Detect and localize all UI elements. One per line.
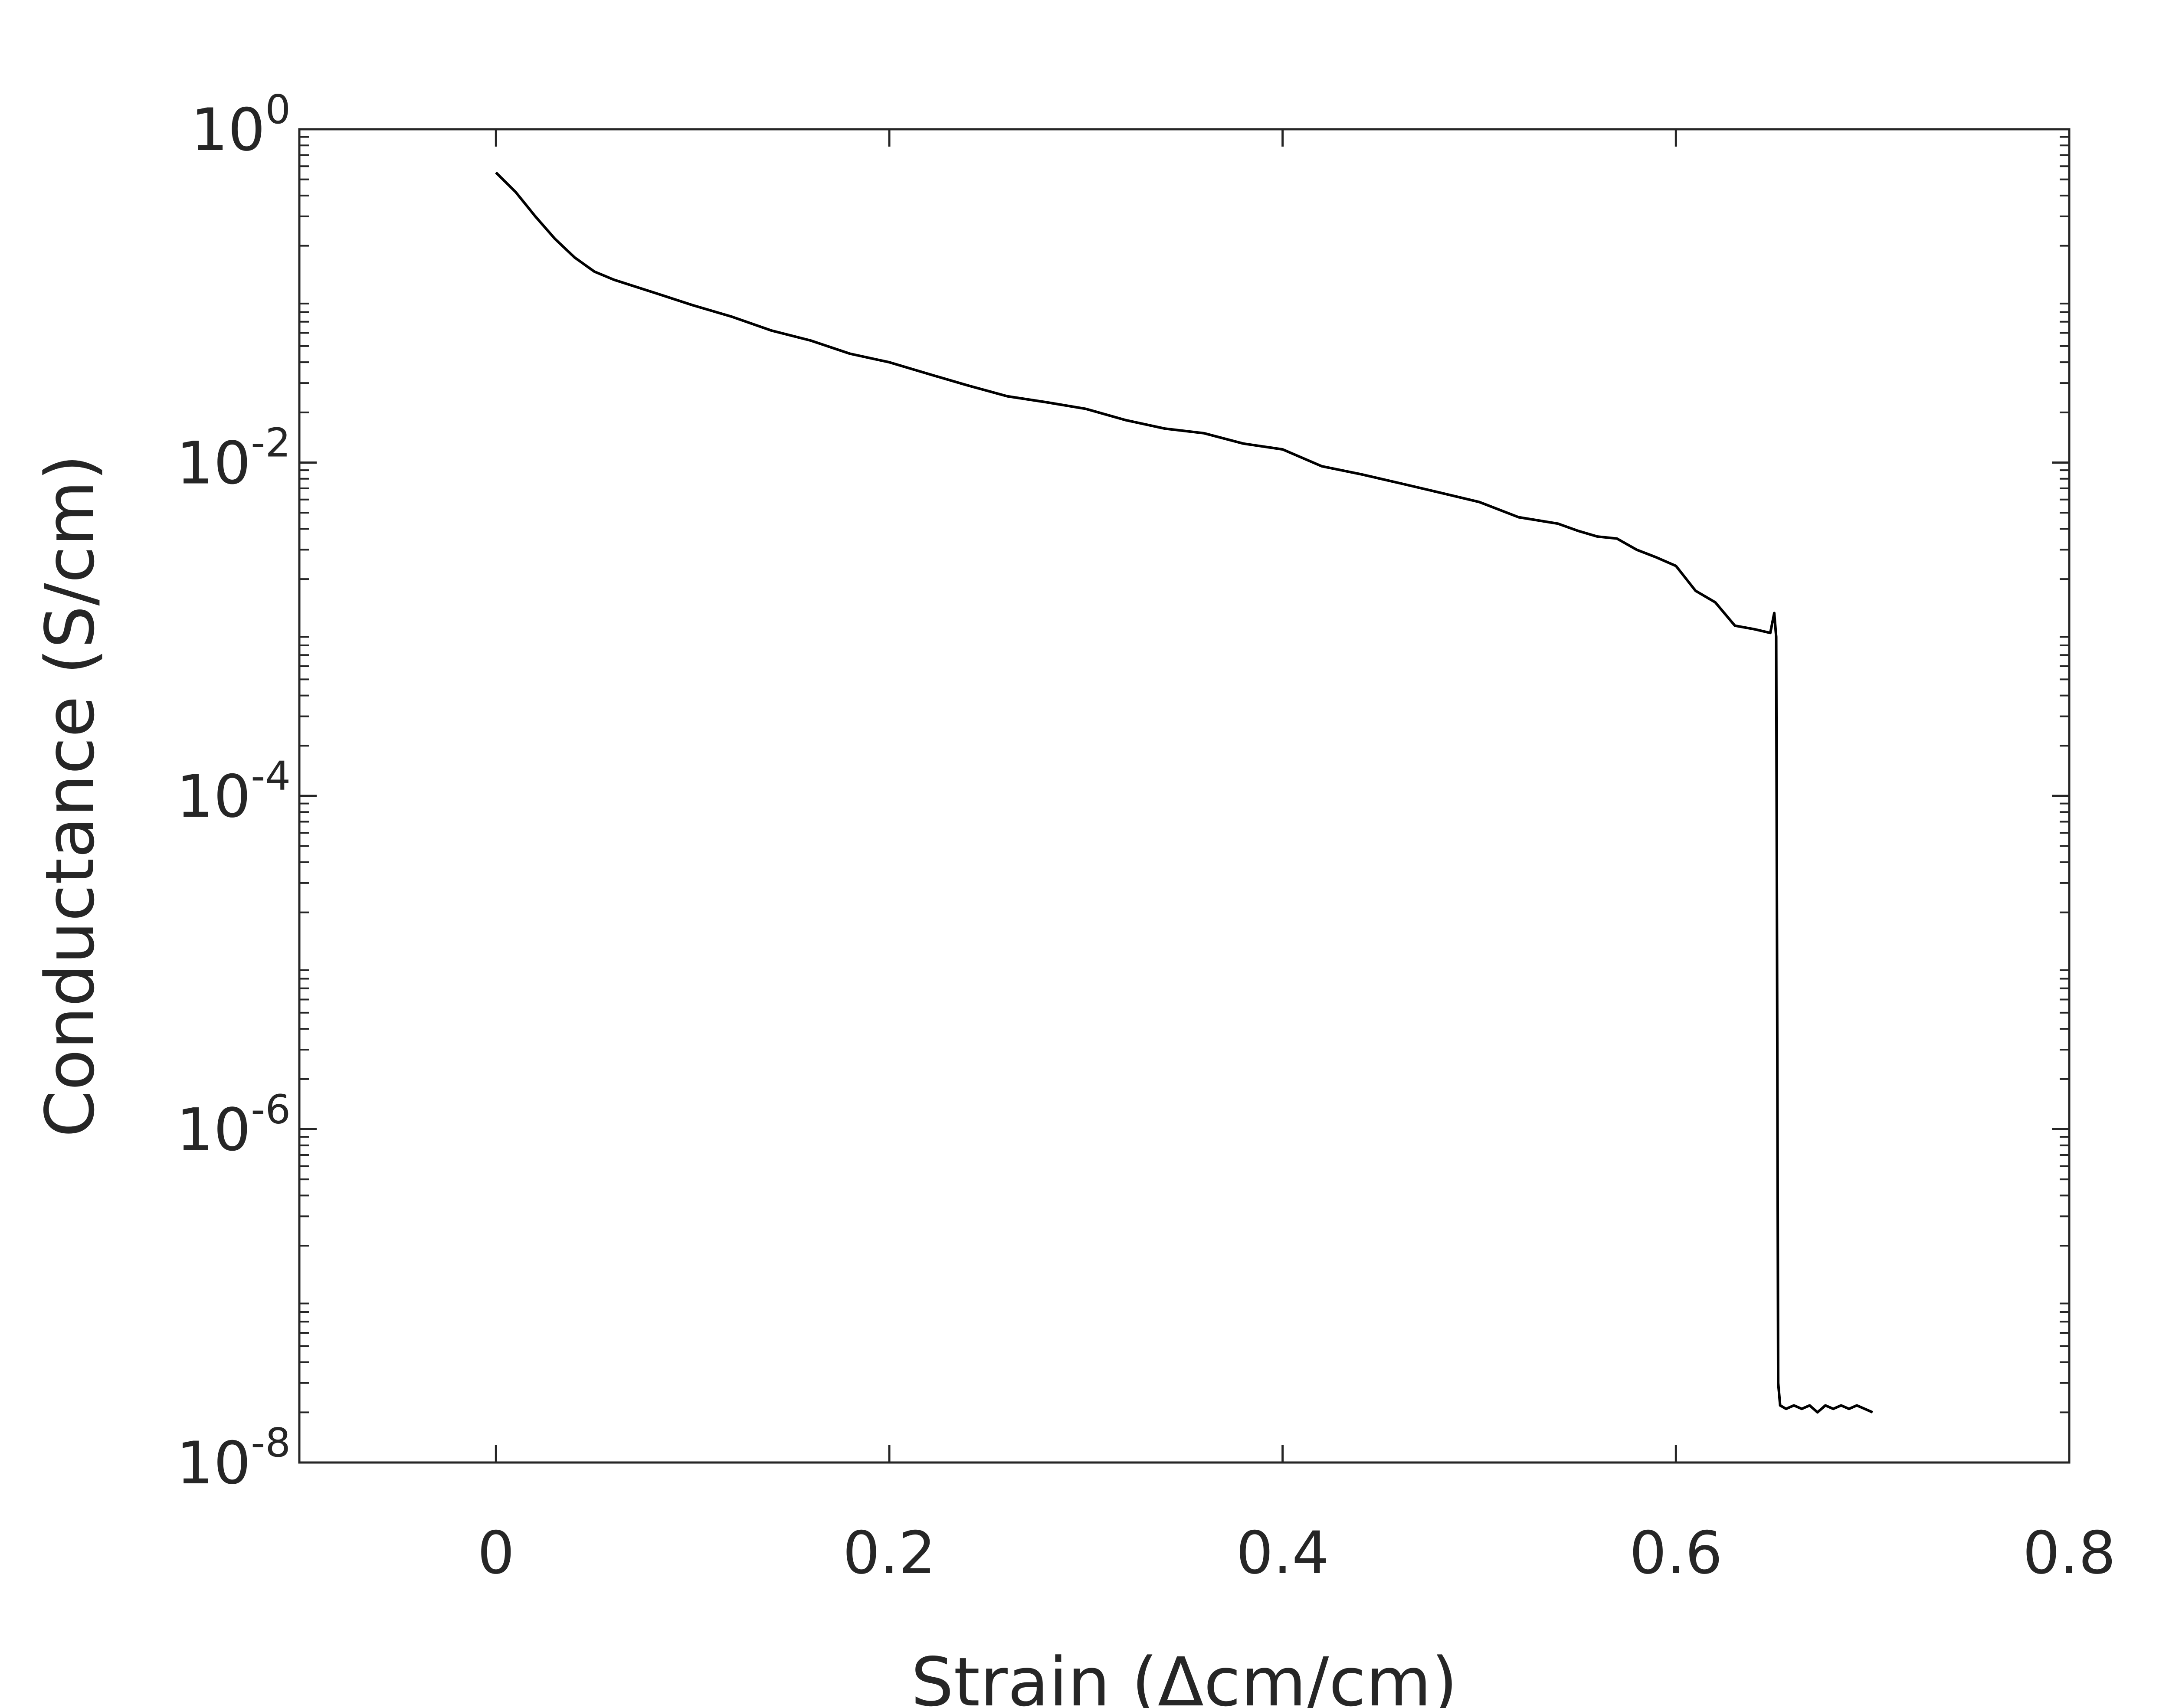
y-tick-label: 100 xyxy=(191,86,291,164)
tick-labels: 0 0.2 0.4 0.6 0.8 100 10-2 10-4 10-6 10-8 xyxy=(176,86,2116,1587)
plot-frame xyxy=(298,128,2071,1464)
y-axis-label: Conductance (S/cm) xyxy=(31,455,109,1138)
y-tick-label: 10-2 xyxy=(176,420,291,497)
y-tick-label: 10-8 xyxy=(176,1420,291,1497)
y-tick-label: 10-4 xyxy=(176,753,291,831)
y-tick-label: 10-6 xyxy=(176,1086,291,1164)
x-tick-label: 0.8 xyxy=(2023,1519,2116,1587)
x-tick-label: 0.2 xyxy=(843,1519,936,1587)
x-tick-label: 0.6 xyxy=(1629,1519,1723,1587)
x-axis-label: Strain (Δcm/cm) xyxy=(911,1643,1458,1708)
x-tick-label: 0 xyxy=(477,1519,514,1587)
x-tick-label: 0.4 xyxy=(1236,1519,1329,1587)
series-line xyxy=(495,171,1873,1414)
